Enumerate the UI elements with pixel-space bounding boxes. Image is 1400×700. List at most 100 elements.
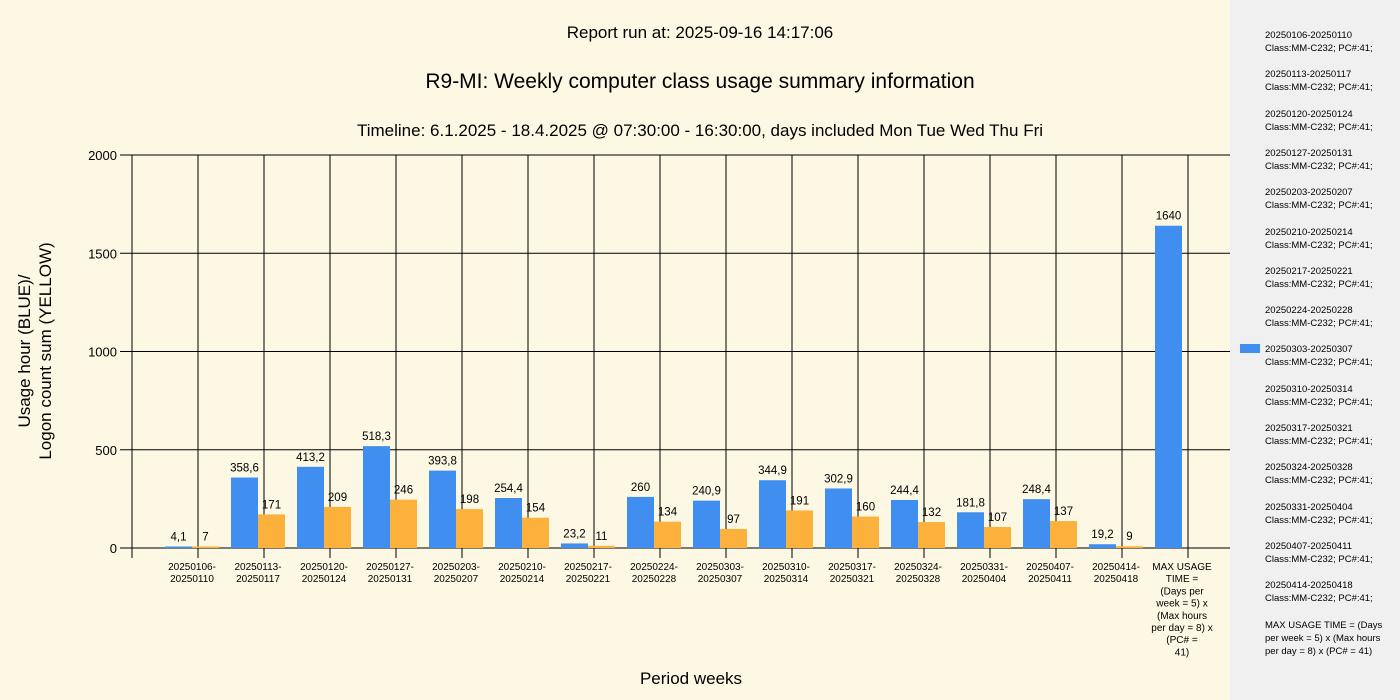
data-label-usage: 248,4 xyxy=(1022,484,1051,496)
x-tick-label: per day = 8) x xyxy=(1151,623,1212,634)
legend-item: 20250210-20250214 Class:MM-C232; PC#:41; xyxy=(1265,226,1395,252)
legend-item-text: Class:MM-C232; PC#:41; xyxy=(1265,593,1373,605)
data-label-logons: 246 xyxy=(394,485,413,497)
bar-usage-hours xyxy=(759,480,786,548)
bar-usage-hours xyxy=(561,543,588,548)
data-label-usage: 244,4 xyxy=(890,485,919,497)
data-label-logons: 171 xyxy=(262,499,281,511)
data-label-usage: 1640 xyxy=(1156,211,1182,223)
data-label-logons: 132 xyxy=(922,507,941,519)
x-tick-label: 20250414- xyxy=(1092,562,1140,573)
data-label-logons: 137 xyxy=(1054,506,1073,518)
bar-logon-count xyxy=(852,516,879,548)
x-tick-label: 20250328 xyxy=(896,574,941,585)
x-tick-label: 20250124 xyxy=(302,574,347,585)
x-tick-label: 20250303- xyxy=(696,562,744,573)
x-tick-label: week = 5) x xyxy=(1155,599,1207,610)
bar-logon-count xyxy=(1116,546,1143,548)
bar-logon-count xyxy=(1050,521,1077,548)
data-label-usage: 181,8 xyxy=(956,497,985,509)
y-axis-label: Usage hour (BLUE)/ Logon count sum (YELL… xyxy=(14,171,58,531)
data-label-usage: 413,2 xyxy=(296,452,325,464)
legend-item-text: 20250407-20250411 xyxy=(1265,540,1352,552)
bar-logon-count xyxy=(984,526,1011,548)
data-label-usage: 393,8 xyxy=(428,456,457,468)
x-tick-label: 20250120- xyxy=(300,562,348,573)
x-tick-label: 20250131 xyxy=(368,574,413,585)
x-tick-label: 20250127- xyxy=(366,562,414,573)
data-label-usage: 254,4 xyxy=(494,483,523,495)
bar-logon-count xyxy=(918,522,945,548)
legend-item-text: 20250120-20250124 xyxy=(1265,108,1353,120)
legend-item-text: 20250113-20250117 xyxy=(1265,69,1352,81)
legend-item-text: Class:MM-C232; PC#:41; xyxy=(1265,318,1373,330)
legend-item-text: 20250224-20250228 xyxy=(1265,305,1353,317)
legend-item-text: 20250310-20250314 xyxy=(1265,383,1353,395)
legend-item: 20250127-20250131 Class:MM-C232; PC#:41; xyxy=(1265,147,1395,173)
data-label-usage: 240,9 xyxy=(692,486,721,498)
legend-item-text: Class:MM-C232; PC#:41; xyxy=(1265,357,1373,369)
bar-logon-count xyxy=(258,514,285,548)
bar-usage-hours xyxy=(429,470,456,548)
legend-item: 20250203-20250207 Class:MM-C232; PC#:41; xyxy=(1265,186,1395,212)
data-label-logons: 154 xyxy=(526,503,546,515)
x-tick-label: 20250224- xyxy=(630,562,678,573)
x-tick-label: (Max hours xyxy=(1157,611,1207,622)
legend-item-text: Class:MM-C232; PC#:41; xyxy=(1265,396,1373,408)
legend-item: 20250324-20250328 Class:MM-C232; PC#:41; xyxy=(1265,461,1395,487)
data-label-usage: 4,1 xyxy=(171,532,187,544)
y-tick-label: 0 xyxy=(110,541,117,556)
legend-item-text: Class:MM-C232; PC#:41; xyxy=(1265,553,1373,565)
bar-usage-hours xyxy=(957,512,984,548)
chart-title: R9-MI: Weekly computer class usage summa… xyxy=(425,70,975,93)
bar-usage-hours xyxy=(231,477,258,548)
legend-item: 20250303-20250307 Class:MM-C232; PC#:41; xyxy=(1265,343,1395,369)
x-tick-label: 20250310- xyxy=(762,562,810,573)
x-tick-label: (PC# = xyxy=(1166,635,1198,646)
bar-logon-count xyxy=(786,510,813,548)
bar-usage-hours xyxy=(825,488,852,548)
bar-usage-hours xyxy=(297,466,324,548)
legend-item: 20250331-20250404 Class:MM-C232; PC#:41; xyxy=(1265,501,1395,527)
bar-logon-count xyxy=(390,499,417,548)
bar-usage-hours xyxy=(627,496,654,548)
bar-usage-hours xyxy=(363,446,390,548)
x-tick-label: 20250411 xyxy=(1028,574,1072,585)
chart-area xyxy=(0,0,1230,700)
x-tick-label: 20250321 xyxy=(830,574,875,585)
legend-item-text: 20250414-20250418 xyxy=(1265,580,1353,592)
bar-logon-count xyxy=(192,546,219,548)
x-tick-label: 20250407- xyxy=(1026,562,1074,573)
data-label-logons: 134 xyxy=(658,507,678,519)
x-tick-label: 20250418 xyxy=(1094,574,1139,585)
bar-logon-count xyxy=(456,509,483,548)
legend-item-text: 20250203-20250207 xyxy=(1265,187,1353,199)
x-tick-label: 20250113- xyxy=(234,562,281,573)
legend-item-text: 20250303-20250307 xyxy=(1265,344,1353,356)
legend-item: 20250120-20250124 Class:MM-C232; PC#:41; xyxy=(1265,108,1395,134)
x-tick-label: 20250404 xyxy=(962,574,1007,585)
x-axis-label: Period weeks xyxy=(639,669,743,688)
data-label-logons: 209 xyxy=(328,492,347,504)
x-tick-label: 20250106- xyxy=(168,562,216,573)
data-label-logons: 11 xyxy=(596,531,608,543)
legend-item-text: Class:MM-C232; PC#:41; xyxy=(1265,239,1373,251)
legend-item-text: Class:MM-C232; PC#:41; xyxy=(1265,82,1373,94)
bar-logon-count xyxy=(324,506,351,548)
x-tick-label: 20250117 xyxy=(236,574,280,585)
bar-logon-count xyxy=(522,517,549,548)
bar-usage-hours xyxy=(1089,544,1116,548)
x-tick-label: 20250110 xyxy=(170,574,214,585)
data-label-logons: 191 xyxy=(790,495,809,507)
legend-item-text: Class:MM-C232; PC#:41; xyxy=(1265,475,1373,487)
legend-item-text: 20250106-20250110 xyxy=(1265,30,1352,41)
bar-chart-plot: 0 500 1000 1500 2000 4,1 358,6 413,2 518,3 393,8 2… xyxy=(88,148,1230,658)
legend-item-text: 20250210-20250214 xyxy=(1265,226,1353,238)
data-label-usage: 23,2 xyxy=(563,528,585,540)
legend-item-text: 20250324-20250328 xyxy=(1265,462,1353,474)
x-tick-label: (Days per xyxy=(1160,586,1204,597)
bar-usage-hours xyxy=(1155,225,1182,549)
legend-item-text: 20250317-20250321 xyxy=(1265,423,1353,434)
legend-item: 20250224-20250228 Class:MM-C232; PC#:41; xyxy=(1265,304,1395,330)
bar-logon-count xyxy=(720,528,747,548)
